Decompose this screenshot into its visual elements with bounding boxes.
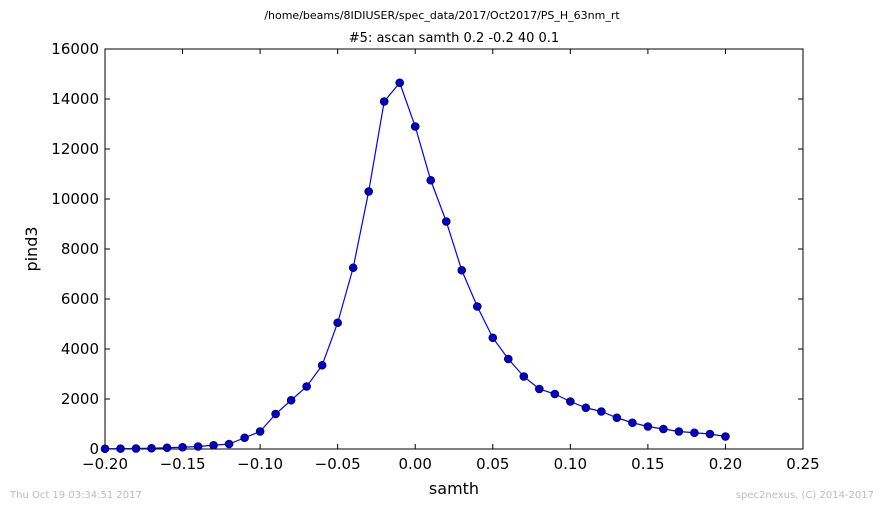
x-tick-label: 0.20 — [709, 455, 742, 473]
x-tick-label: −0.05 — [315, 455, 361, 473]
data-point — [178, 442, 187, 452]
data-point — [147, 443, 156, 453]
y-tick-label: 8000 — [61, 240, 99, 258]
y-tick-label: 16000 — [51, 40, 99, 58]
data-point — [519, 372, 529, 381]
y-tick-label: 2000 — [61, 390, 99, 408]
x-tick-label: 0.00 — [399, 455, 432, 473]
file-path-title: /home/beams/8IDIUSER/spec_data/2017/Oct2… — [264, 9, 620, 22]
x-tick-label: −0.15 — [160, 455, 206, 473]
data-point — [721, 432, 730, 441]
x-tick-label: −0.10 — [237, 455, 283, 473]
data-point — [535, 384, 544, 394]
data-point — [690, 428, 699, 438]
footer-timestamp: Thu Oct 19 03:34:51 2017 — [9, 490, 142, 501]
data-point — [550, 389, 560, 399]
data-point — [364, 187, 373, 196]
x-tick-label: −0.20 — [82, 455, 128, 473]
data-point — [255, 427, 265, 436]
data-point — [395, 78, 405, 88]
y-tick-labels: 0 2000 4000 6000 8000 10000 12000 14000 16000 — [51, 40, 99, 458]
data-point — [271, 409, 280, 419]
y-tick-label: 12000 — [51, 140, 99, 158]
scan-title: #5: ascan samth 0.2 -0.2 40 0.1 — [349, 31, 559, 46]
data-point — [162, 443, 172, 453]
x-tick-labels: −0.20 −0.15 −0.10 −0.05 0.00 0.05 0.10 0.15 0.20… — [82, 455, 820, 473]
data-point — [410, 122, 420, 131]
data-point — [100, 444, 110, 454]
data-point — [348, 263, 358, 273]
data-point — [628, 418, 637, 428]
data-point — [302, 382, 311, 391]
data-point — [224, 439, 234, 449]
data-point — [193, 442, 203, 451]
data-point — [457, 265, 467, 275]
data-point — [116, 444, 125, 453]
data-point — [240, 433, 249, 443]
y-tick-label: 10000 — [51, 190, 99, 208]
axis-ticks — [104, 48, 804, 450]
x-axis-label: samth — [429, 479, 479, 498]
data-point — [441, 217, 451, 226]
data-point — [209, 440, 218, 450]
data-point — [333, 318, 342, 328]
data-point — [705, 429, 715, 439]
data-point — [131, 444, 141, 453]
data-point — [597, 407, 606, 416]
data-point — [488, 333, 498, 343]
data-point — [659, 424, 668, 434]
data-point — [581, 403, 591, 413]
y-tick-label: 4000 — [61, 340, 99, 358]
x-tick-label: 0.15 — [631, 455, 664, 473]
data-point — [426, 175, 436, 185]
plot-area: −0.20 −0.15 −0.10 −0.05 0.00 0.05 0.10 0.15 0.20… — [51, 40, 819, 473]
y-tick-label: 0 — [89, 440, 99, 458]
data-point — [472, 302, 482, 311]
data-point — [379, 97, 389, 106]
data-point — [286, 395, 296, 405]
y-tick-label: 6000 — [61, 290, 99, 308]
footer-credit: spec2nexus, (C) 2014-2017 — [736, 490, 874, 501]
data-point — [503, 354, 513, 364]
x-tick-label: 0.25 — [786, 455, 819, 473]
data-point — [612, 413, 622, 423]
y-tick-label: 14000 — [51, 90, 99, 108]
y-axis-label: pind3 — [22, 226, 41, 271]
data-point — [566, 397, 575, 406]
x-tick-label: 0.05 — [476, 455, 509, 473]
data-point — [317, 360, 327, 370]
data-point — [674, 427, 684, 436]
x-tick-label: 0.10 — [554, 455, 587, 473]
series-markers — [100, 78, 730, 454]
data-point — [643, 422, 653, 431]
plot-frame — [104, 48, 804, 450]
